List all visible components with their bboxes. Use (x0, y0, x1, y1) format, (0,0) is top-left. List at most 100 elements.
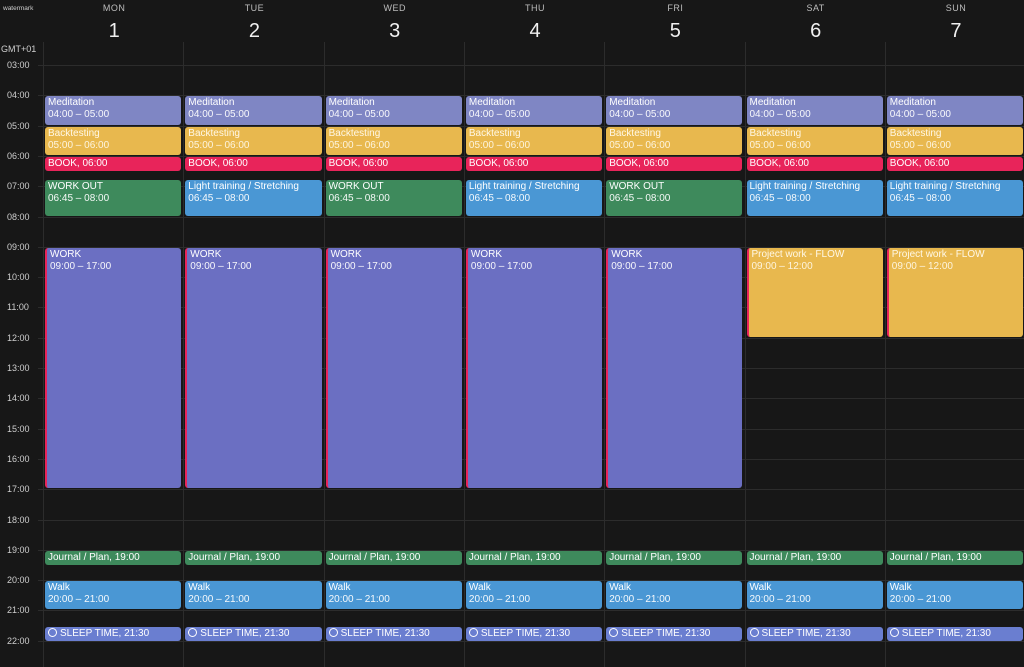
day-column-divider (43, 42, 44, 667)
event-light-training-stretching[interactable]: Light training / Stretching 06:45 – 08:00 (465, 179, 603, 216)
event-journal-plan-19-00[interactable]: Journal / Plan, 19:00 (606, 550, 743, 565)
circle-icon (749, 627, 759, 637)
event-backtesting[interactable]: Backtesting 05:00 – 06:00 (45, 126, 182, 155)
event-title: SLEEP TIME, 21:30 (200, 627, 290, 639)
event-title: SLEEP TIME, 21:30 (621, 627, 711, 639)
event-backtesting[interactable]: Backtesting 05:00 – 06:00 (746, 126, 883, 155)
event-time: 06:45 – 08:00 (48, 192, 110, 204)
event-book-06-00[interactable]: BOOK, 06:00 (746, 156, 883, 171)
event-walk[interactable]: Walk 20:00 – 21:00 (746, 581, 883, 610)
hour-label: 17:00 (7, 484, 30, 495)
day-name: MON (102, 3, 126, 13)
event-sleep-time-21-30[interactable]: SLEEP TIME, 21:30 (325, 626, 462, 641)
event-meditation[interactable]: Meditation 04:00 – 05:00 (886, 96, 1024, 125)
event-title: Journal / Plan, 19:00 (188, 551, 281, 563)
hour-tick (38, 610, 44, 612)
day-header-mon[interactable]: MON 1 (44, 0, 184, 44)
day-header-wed[interactable]: WED 3 (325, 0, 465, 44)
event-time: 04:00 – 05:00 (188, 109, 250, 121)
event-backtesting[interactable]: Backtesting 05:00 – 06:00 (325, 126, 462, 155)
event-backtesting[interactable]: Backtesting 05:00 – 06:00 (185, 126, 322, 155)
event-book-06-00[interactable]: BOOK, 06:00 (886, 156, 1024, 171)
event-meditation[interactable]: Meditation 04:00 – 05:00 (185, 96, 322, 125)
event-walk[interactable]: Walk 20:00 – 21:00 (45, 581, 182, 610)
event-work-out[interactable]: WORK OUT 06:45 – 08:00 (45, 179, 182, 216)
event-work[interactable]: WORK 09:00 – 17:00 (606, 247, 743, 489)
event-work[interactable]: WORK 09:00 – 17:00 (45, 247, 182, 489)
event-journal-plan-19-00[interactable]: Journal / Plan, 19:00 (185, 550, 322, 565)
event-time: 06:45 – 08:00 (328, 192, 390, 204)
event-work[interactable]: WORK 09:00 – 17:00 (185, 247, 322, 489)
event-sleep-time-21-30[interactable]: SLEEP TIME, 21:30 (746, 626, 883, 641)
event-journal-plan-19-00[interactable]: Journal / Plan, 19:00 (465, 550, 603, 565)
event-meditation[interactable]: Meditation 04:00 – 05:00 (45, 96, 182, 125)
event-meditation[interactable]: Meditation 04:00 – 05:00 (746, 96, 883, 125)
day-header-tue[interactable]: TUE 2 (184, 0, 324, 44)
event-title: Backtesting (609, 127, 661, 139)
day-header-thu[interactable]: THU 4 (465, 0, 605, 44)
day-header-sat[interactable]: SAT 6 (746, 0, 886, 44)
day-name: SUN (945, 3, 967, 13)
event-journal-plan-19-00[interactable]: Journal / Plan, 19:00 (746, 550, 883, 565)
event-backtesting[interactable]: Backtesting 05:00 – 06:00 (606, 126, 743, 155)
event-meditation[interactable]: Meditation 04:00 – 05:00 (325, 96, 462, 125)
event-walk[interactable]: Walk 20:00 – 21:00 (606, 581, 743, 610)
event-light-training-stretching[interactable]: Light training / Stretching 06:45 – 08:00 (746, 179, 883, 216)
hour-label: 08:00 (7, 211, 30, 222)
event-title: SLEEP TIME, 21:30 (60, 627, 150, 639)
timezone-label: GMT+01 (1, 44, 37, 54)
day-number[interactable]: 7 (950, 20, 962, 42)
event-book-06-00[interactable]: BOOK, 06:00 (325, 156, 462, 171)
event-time: 09:00 – 17:00 (611, 260, 673, 272)
event-book-06-00[interactable]: BOOK, 06:00 (45, 156, 182, 171)
event-walk[interactable]: Walk 20:00 – 21:00 (325, 581, 462, 610)
event-work-out[interactable]: WORK OUT 06:45 – 08:00 (325, 179, 462, 216)
event-work-out[interactable]: WORK OUT 06:45 – 08:00 (606, 179, 743, 216)
event-book-06-00[interactable]: BOOK, 06:00 (465, 156, 603, 171)
event-journal-plan-19-00[interactable]: Journal / Plan, 19:00 (325, 550, 462, 565)
event-sleep-time-21-30[interactable]: SLEEP TIME, 21:30 (886, 626, 1024, 641)
event-journal-plan-19-00[interactable]: Journal / Plan, 19:00 (886, 550, 1024, 565)
watermark: watermark (3, 5, 34, 12)
event-backtesting[interactable]: Backtesting 05:00 – 06:00 (886, 126, 1024, 155)
event-walk[interactable]: Walk 20:00 – 21:00 (185, 581, 322, 610)
event-work[interactable]: WORK 09:00 – 17:00 (465, 247, 603, 489)
day-header-fri[interactable]: FRI 5 (605, 0, 745, 44)
day-number[interactable]: 1 (108, 20, 120, 42)
event-title: WORK (190, 248, 222, 260)
event-sleep-time-21-30[interactable]: SLEEP TIME, 21:30 (465, 626, 603, 641)
event-meditation[interactable]: Meditation 04:00 – 05:00 (465, 96, 603, 125)
day-number[interactable]: 5 (669, 20, 681, 42)
day-number[interactable]: 2 (248, 20, 260, 42)
event-light-training-stretching[interactable]: Light training / Stretching 06:45 – 08:00 (886, 179, 1024, 216)
hour-tick (38, 368, 44, 369)
day-number[interactable]: 4 (529, 20, 541, 42)
event-book-06-00[interactable]: BOOK, 06:00 (606, 156, 743, 171)
day-name: TUE (244, 3, 265, 13)
event-meditation[interactable]: Meditation 04:00 – 05:00 (606, 96, 743, 125)
event-walk[interactable]: Walk 20:00 – 21:00 (465, 581, 603, 610)
event-title: Light training / Stretching (889, 180, 1001, 192)
day-header-sun[interactable]: SUN 7 (886, 0, 1024, 44)
day-number[interactable]: 3 (389, 20, 401, 42)
hour-label: 13:00 (7, 363, 30, 373)
event-title: BOOK, 06:00 (188, 157, 248, 169)
event-book-06-00[interactable]: BOOK, 06:00 (185, 156, 322, 171)
event-sleep-time-21-30[interactable]: SLEEP TIME, 21:30 (606, 626, 743, 641)
event-work[interactable]: WORK 09:00 – 17:00 (325, 247, 462, 489)
hour-tick (38, 549, 44, 551)
event-sleep-time-21-30[interactable]: SLEEP TIME, 21:30 (45, 626, 182, 641)
event-backtesting[interactable]: Backtesting 05:00 – 06:00 (465, 126, 603, 155)
hour-tick (38, 519, 44, 521)
event-time: 06:45 – 08:00 (749, 192, 811, 204)
event-time: 05:00 – 06:00 (749, 139, 811, 151)
event-project-work-flow[interactable]: Project work - FLOW 09:00 – 12:00 (746, 247, 883, 337)
event-sleep-time-21-30[interactable]: SLEEP TIME, 21:30 (185, 626, 322, 641)
hour-tick (38, 337, 44, 339)
event-time: 05:00 – 06:00 (468, 139, 531, 151)
event-light-training-stretching[interactable]: Light training / Stretching 06:45 – 08:00 (185, 179, 322, 216)
event-project-work-flow[interactable]: Project work - FLOW 09:00 – 12:00 (886, 247, 1024, 337)
event-journal-plan-19-00[interactable]: Journal / Plan, 19:00 (45, 550, 182, 565)
event-walk[interactable]: Walk 20:00 – 21:00 (886, 581, 1024, 610)
day-number[interactable]: 6 (810, 20, 822, 42)
